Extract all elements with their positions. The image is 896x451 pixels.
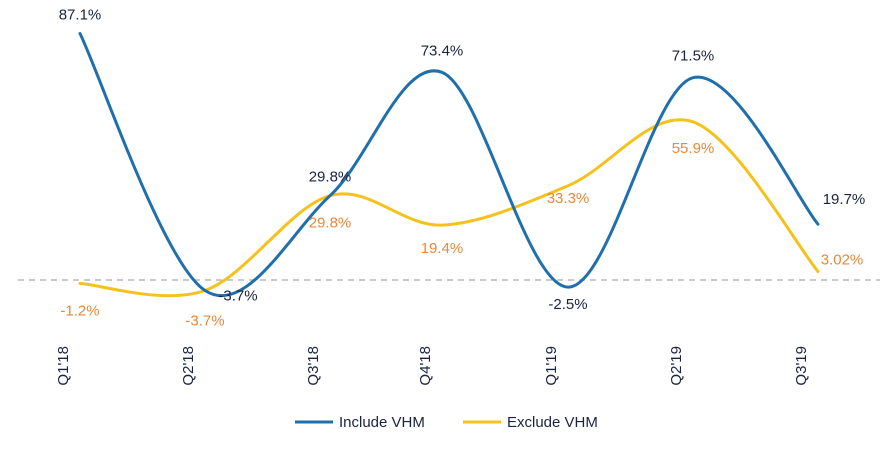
exclude-data-label: 3.02% — [821, 251, 864, 268]
legend-item-exclude-vhm: Exclude VHM — [463, 414, 598, 431]
x-tick-label: Q1'18 — [55, 346, 72, 386]
x-tick-label: Q4'18 — [417, 346, 434, 386]
include-data-label: -2.5% — [548, 296, 587, 313]
legend-label: Include VHM — [339, 414, 425, 431]
x-tick-label: Q3'19 — [793, 346, 810, 386]
include-data-label: 87.1% — [59, 7, 102, 24]
series-line-include-vhm — [78, 32, 820, 298]
exclude-data-label: 33.3% — [547, 190, 590, 207]
include-data-label: 19.7% — [823, 191, 866, 208]
legend-item-include-vhm: Include VHM — [295, 414, 425, 431]
exclude-data-label: -1.2% — [60, 302, 99, 319]
legend: Include VHM Exclude VHM — [295, 414, 598, 431]
include-data-label: 73.4% — [421, 42, 464, 59]
series-layer — [78, 32, 820, 298]
x-tick-label: Q3'18 — [305, 346, 322, 386]
x-axis-ticks: Q1'18 Q2'18 Q3'18 Q4'18 Q1'19 Q2'19 Q3'19 — [55, 346, 810, 386]
include-data-label: 71.5% — [672, 48, 715, 65]
x-tick-label: Q2'18 — [180, 346, 197, 386]
include-data-label: 29.8% — [309, 169, 352, 186]
legend-label: Exclude VHM — [507, 414, 598, 431]
exclude-data-label: 29.8% — [309, 215, 352, 232]
include-data-label: -3.7% — [218, 287, 257, 304]
x-tick-label: Q2'19 — [668, 346, 685, 386]
data-label-layer: 87.1% -3.7% 29.8% 73.4% -2.5% 71.5% 19.7% -1.2%… — [59, 7, 866, 330]
exclude-data-label: 19.4% — [421, 240, 464, 257]
x-tick-label: Q1'19 — [543, 346, 560, 386]
exclude-data-label: -3.7% — [185, 312, 224, 329]
exclude-data-label: 55.9% — [672, 140, 715, 157]
